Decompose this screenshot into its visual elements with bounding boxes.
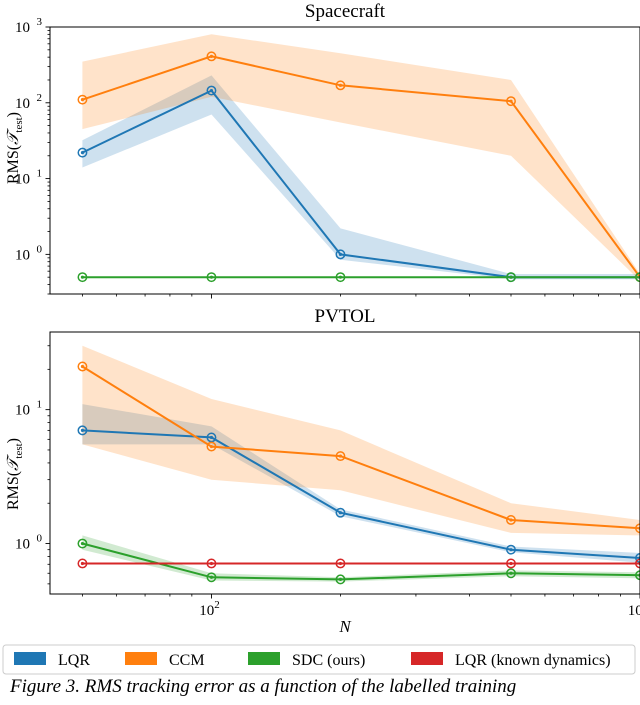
spacecraft-ccm-point <box>206 51 217 62</box>
spacecraft-plot-frame <box>49 26 640 295</box>
legend-item-lqr: LQR <box>14 652 90 669</box>
spacecraft-ccm-point <box>335 80 346 91</box>
spacecraft-ccm-point <box>77 94 88 105</box>
legend-item-sdc-ours: SDC (ours) <box>248 652 365 669</box>
pvtol-y-tick-label: 10 0 <box>15 533 43 553</box>
pvtol-ccm-point <box>77 361 88 372</box>
legend-label: LQR (known dynamics) <box>455 652 611 669</box>
pvtol-lqr-known-dynamics-point <box>506 558 516 569</box>
spacecraft-y-tick-label: 10 2 <box>15 92 42 112</box>
spacecraft-title: Spacecraft <box>305 1 386 22</box>
legend: LQR CCM SDC (ours) LQR (known dynamics) <box>2 644 636 675</box>
spacecraft-lqr-point <box>77 147 88 158</box>
legend-label: LQR <box>58 652 90 669</box>
pvtol-lqr-point <box>335 507 346 518</box>
legend-frame <box>2 644 636 675</box>
spacecraft-sdc-ours-point <box>506 272 516 283</box>
pvtol-lqr-known-dynamics-point <box>335 558 346 569</box>
legend-swatch <box>411 652 443 665</box>
legend-swatch <box>248 652 280 665</box>
spacecraft-sdc-ours-point <box>335 272 346 283</box>
pvtol-sdc-ours-point <box>506 568 516 579</box>
pvtol-ccm-point <box>335 451 346 462</box>
pvtol-panel: PVTOL 100 101 102 103 RMS(𝒯test) N <box>5 306 640 636</box>
legend-swatch <box>125 652 157 665</box>
pvtol-sdc-ours-point <box>335 574 346 585</box>
pvtol-xlabel: N <box>338 617 352 636</box>
legend-item-lqr-known-dynamics: LQR (known dynamics) <box>411 652 611 669</box>
pvtol-ccm-point <box>506 515 516 525</box>
pvtol-y-tick-label: 10 1 <box>15 399 42 419</box>
spacecraft-ccm-band <box>82 34 640 281</box>
pvtol-x-tick-label: 102 <box>199 599 220 619</box>
legend-swatch <box>14 652 46 665</box>
pvtol-sdc-ours-band <box>82 535 640 582</box>
pvtol-sdc-ours-point <box>206 572 217 583</box>
spacecraft-y-tick-label: 10 3 <box>15 16 43 36</box>
pvtol-lqr-known-dynamics-point <box>206 558 217 569</box>
spacecraft-lqr-point <box>206 85 217 96</box>
pvtol-lqr-point <box>77 425 88 436</box>
spacecraft-sdc-ours-point <box>77 272 88 283</box>
pvtol-ccm-band <box>82 345 640 536</box>
pvtol-ccm-point <box>206 441 217 452</box>
pvtol-x-tick-label: 103 <box>628 599 640 619</box>
pvtol-ylabel: RMS(𝒯test) <box>5 438 25 510</box>
pvtol-lqr-known-dynamics-point <box>77 558 88 569</box>
spacecraft-sdc-ours-point <box>206 272 217 283</box>
pvtol-title: PVTOL <box>315 306 376 327</box>
pvtol-plot-frame <box>49 331 640 595</box>
pvtol-lqr-point <box>506 544 516 555</box>
legend-item-ccm: CCM <box>125 652 205 669</box>
legend-label: CCM <box>169 652 205 669</box>
pvtol-sdc-ours-point <box>77 538 88 549</box>
spacecraft-lqr-point <box>335 249 346 260</box>
spacecraft-lqr-band <box>82 75 640 280</box>
figure-caption: Figure 3. RMS tracking error as a functi… <box>10 676 517 697</box>
spacecraft-y-tick-label: 10 0 <box>15 243 43 263</box>
spacecraft-ccm-point <box>506 96 516 107</box>
legend-label: SDC (ours) <box>292 652 365 669</box>
